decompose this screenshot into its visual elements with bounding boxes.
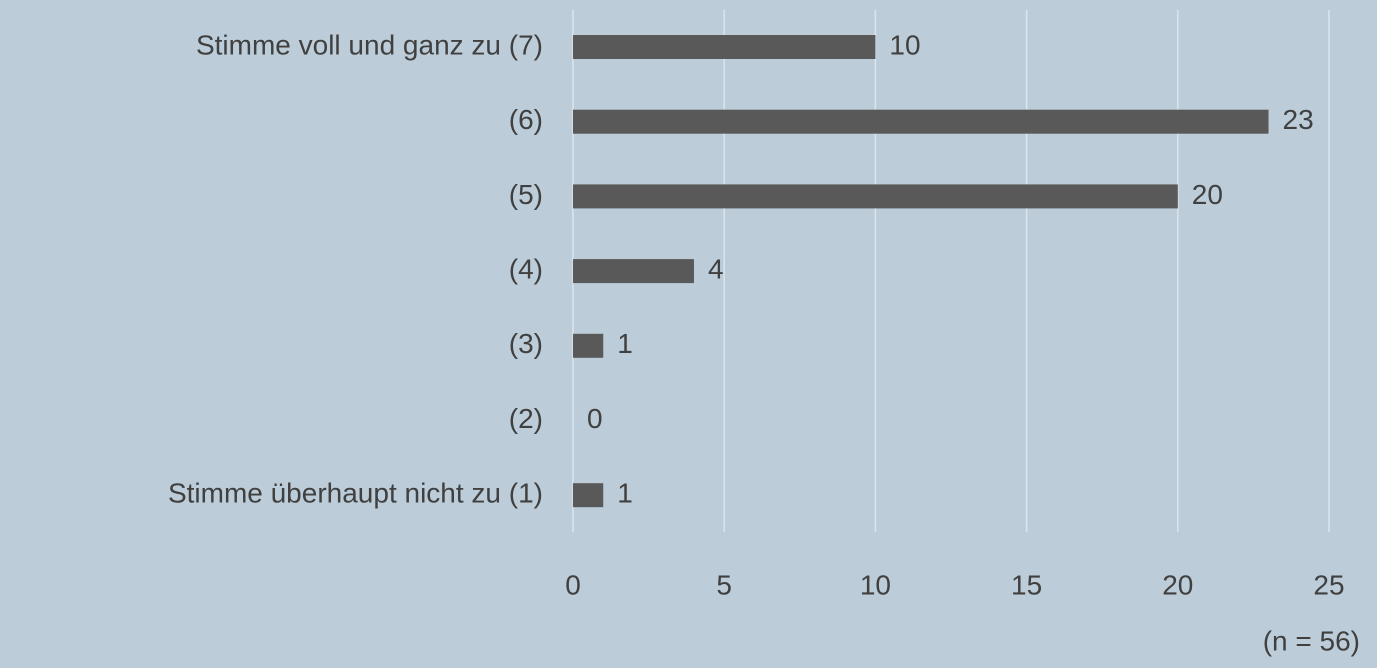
y-tick-label: Stimme überhaupt nicht zu (1): [168, 478, 543, 509]
x-tick-label: 5: [716, 569, 732, 600]
value-label: 0: [587, 403, 603, 434]
y-tick-label: Stimme voll und ganz zu (7): [196, 29, 543, 60]
bar: [573, 259, 694, 284]
y-tick-label: (6): [509, 104, 543, 135]
y-tick-label: (3): [509, 328, 543, 359]
y-tick-label: (5): [509, 179, 543, 210]
value-label: 1: [617, 478, 633, 509]
annotation: (n = 56): [1263, 625, 1360, 656]
x-tick-label: 0: [565, 569, 581, 600]
x-tick-label: 15: [1011, 569, 1042, 600]
y-tick-label: (2): [509, 403, 543, 434]
x-tick-label: 20: [1162, 569, 1193, 600]
bar: [573, 35, 876, 59]
value-label: 10: [889, 29, 920, 60]
bar: [573, 109, 1269, 134]
x-tick-label: 10: [860, 569, 891, 600]
y-tick-label: (4): [509, 253, 543, 284]
value-label: 4: [708, 253, 724, 284]
value-label: 23: [1283, 104, 1314, 135]
bar: [573, 333, 604, 358]
x-tick-label: 25: [1313, 569, 1344, 600]
value-label: 20: [1192, 179, 1223, 210]
bar: [573, 483, 604, 508]
value-label: 1: [617, 328, 633, 359]
bar: [573, 184, 1178, 209]
